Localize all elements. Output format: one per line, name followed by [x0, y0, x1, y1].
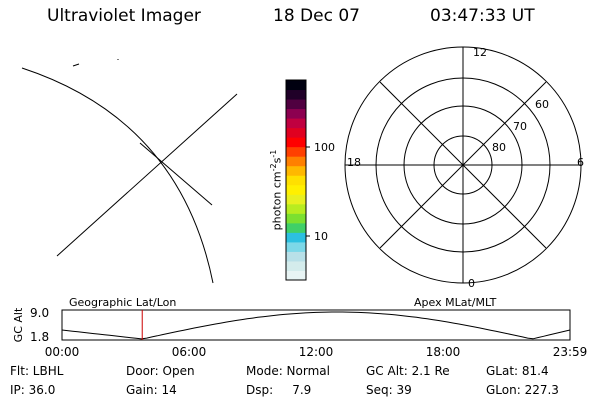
mlat-label-60: 60 — [535, 98, 549, 111]
glat-info: GLat: 81.4 — [486, 364, 549, 378]
dsp-info: Dsp: 7.9 — [246, 383, 312, 397]
colorbar-swatch — [286, 146, 306, 157]
colorbar-swatch — [286, 89, 306, 100]
colorbar-swatch — [286, 241, 306, 252]
colorbar-swatch — [286, 137, 306, 148]
door-info: Door: Open — [126, 364, 195, 378]
colorbar-swatch — [286, 156, 306, 167]
altitude-curve — [61, 311, 571, 340]
colorbar-tick-label-10: 10 — [314, 230, 328, 243]
colorbar-swatch — [286, 251, 306, 262]
colorbar-swatch — [286, 203, 306, 214]
geographic-coords-label: Geographic Lat/Lon — [69, 296, 177, 309]
timeline-xtick: 18:00 — [425, 345, 461, 359]
timeline-xtick: 23:59 — [552, 345, 588, 359]
colorbar-swatch — [286, 194, 306, 205]
colorbar-swatch — [286, 232, 306, 243]
timeline-xtick: 00:00 — [44, 345, 80, 359]
mlt-label-12: 12 — [473, 46, 487, 59]
colorbar-swatch — [286, 165, 306, 176]
colorbar-swatch — [286, 222, 306, 233]
timeline-ytick-high: 9.0 — [30, 306, 50, 320]
mlt-label-18: 18 — [347, 156, 361, 169]
colorbar-swatch — [286, 260, 306, 271]
polar-diagonal-2 — [379, 81, 547, 249]
mode-info: Mode: Normal — [246, 364, 330, 378]
mlt-label-6: 6 — [577, 156, 584, 169]
timeline-ytick-low: 1.8 — [30, 330, 50, 344]
filter-info: Flt: LBHL — [10, 364, 64, 378]
gc-alt-info: GC Alt: 2.1 Re — [366, 364, 450, 378]
apex-coords-label: Apex MLat/MLT — [414, 296, 497, 309]
colorbar-swatch — [286, 127, 306, 138]
colorbar-swatch — [286, 108, 306, 119]
time-label: 03:47:33 UT — [430, 6, 535, 26]
colorbar-tick-label-100: 100 — [314, 141, 335, 154]
timeline-xtick: 12:00 — [298, 345, 334, 359]
colorbar-swatch — [286, 270, 306, 281]
gain-info: Gain: 14 — [126, 383, 177, 397]
ip-info: IP: 36.0 — [10, 383, 56, 397]
colorbar-swatch — [286, 80, 306, 91]
timeline-frame — [61, 309, 571, 341]
colorbar-swatch — [286, 184, 306, 195]
colorbar-swatch — [286, 99, 306, 110]
glon-info: GLon: 227.3 — [486, 383, 559, 397]
timeline-xtick: 06:00 — [171, 345, 207, 359]
mlat-label-80: 80 — [492, 141, 506, 154]
seq-info: Seq: 39 — [366, 383, 412, 397]
mlat-label-70: 70 — [513, 120, 527, 133]
colorbar-swatch — [286, 213, 306, 224]
instrument-title: Ultraviolet Imager — [47, 6, 201, 26]
colorbar-swatch — [286, 118, 306, 129]
date-label: 18 Dec 07 — [273, 6, 360, 26]
mlt-label-0: 0 — [468, 277, 475, 290]
colorbar-swatch — [286, 175, 306, 186]
